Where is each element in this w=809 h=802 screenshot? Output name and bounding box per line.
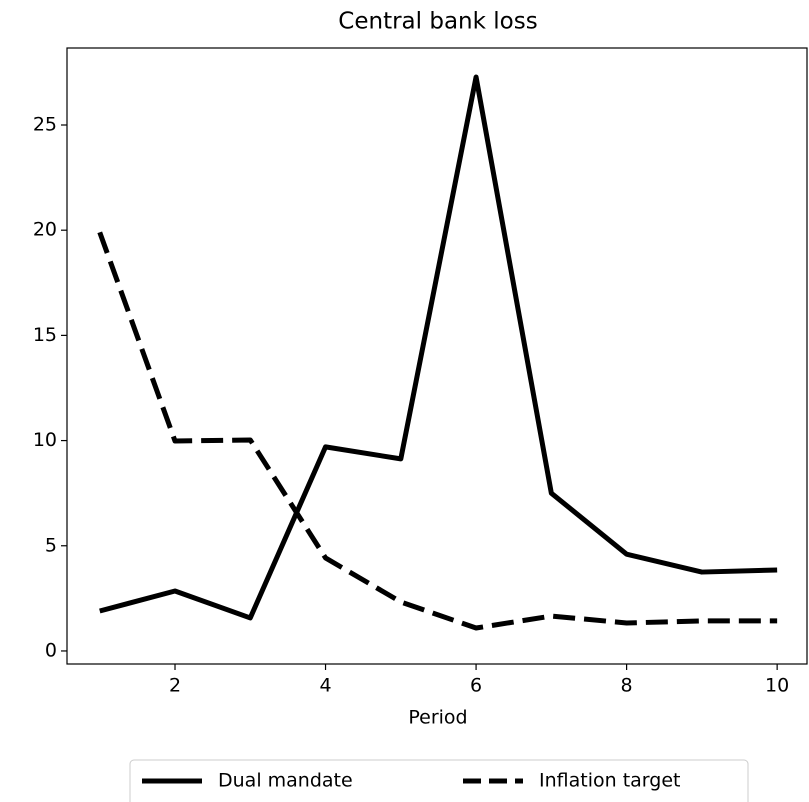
x-tick-label: 10 — [765, 675, 789, 697]
x-axis-label: Period — [408, 707, 467, 729]
x-tick-label: 4 — [319, 675, 331, 697]
y-tick-label: 0 — [45, 639, 57, 661]
x-tick-label: 6 — [470, 675, 482, 697]
x-tick-label: 2 — [169, 675, 181, 697]
legend-box — [129, 759, 749, 802]
plot-frame — [66, 47, 808, 665]
line-series — [99, 74, 778, 621]
x-tick-label: 8 — [621, 675, 633, 697]
y-tick-label: 10 — [33, 429, 57, 451]
line-series — [97, 231, 778, 631]
y-tick-label: 5 — [45, 534, 57, 556]
chart-title: Central bank loss — [338, 9, 537, 35]
y-tick-label: 25 — [33, 114, 57, 136]
y-tick-label: 20 — [33, 219, 57, 241]
legend-label: Dual mandate — [218, 770, 353, 792]
y-tick-label: 15 — [33, 324, 57, 346]
legend-label: Inflation target — [539, 770, 680, 792]
